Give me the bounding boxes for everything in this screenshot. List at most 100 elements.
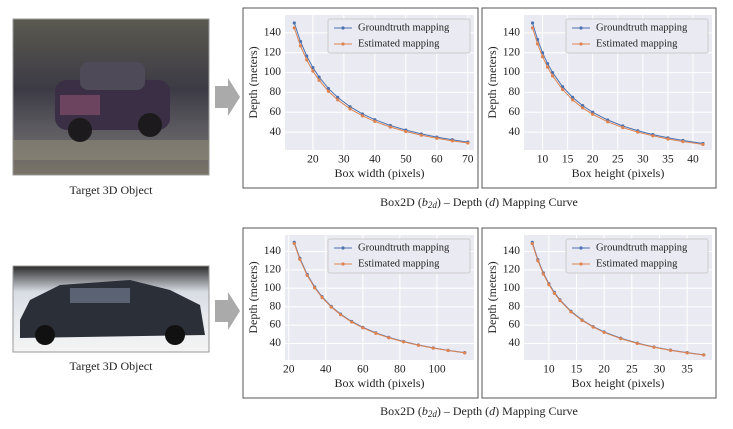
caption-part: 2d	[428, 200, 438, 210]
data-point	[466, 141, 470, 145]
data-point	[416, 343, 421, 347]
y-tick-label: 60	[509, 319, 521, 331]
caption-part: ) – Depth (	[437, 195, 489, 209]
y-axis-label: Depth (meters)	[246, 46, 260, 118]
x-tick-label: 50	[400, 154, 412, 166]
data-point	[540, 55, 545, 59]
legend-box	[327, 18, 471, 54]
y-tick-label: 60	[270, 106, 282, 118]
legend-marker	[341, 262, 345, 266]
x-tick-label: 20	[598, 364, 610, 376]
data-point	[298, 257, 302, 261]
y-tick-label: 100	[503, 282, 521, 294]
x-tick-label: 80	[394, 364, 406, 376]
x-tick-label: 35	[662, 154, 674, 166]
y-tick-label: 140	[264, 27, 282, 39]
y-tick-label: 80	[509, 300, 521, 312]
data-point	[450, 139, 454, 143]
data-point	[685, 351, 689, 355]
legend-box	[327, 238, 471, 274]
data-point	[313, 286, 317, 290]
data-point	[326, 86, 330, 91]
data-point	[305, 273, 309, 278]
data-point	[298, 44, 303, 48]
data-point	[419, 133, 423, 137]
x-axis-label: Box width (pixels)	[335, 376, 425, 390]
y-tick-label: 60	[270, 319, 282, 331]
caption-part: Box2D (	[380, 404, 422, 418]
legend-label: Estimated mapping	[596, 38, 678, 49]
data-point	[581, 104, 585, 108]
x-tick-label: 40	[320, 364, 332, 376]
y-tick-label: 120	[264, 264, 282, 276]
legend-box	[565, 238, 709, 274]
x-tick-label: 40	[687, 154, 699, 166]
data-point	[545, 65, 550, 69]
y-tick-label: 120	[503, 46, 521, 58]
data-point	[336, 95, 340, 99]
x-tick-label: 30	[637, 154, 649, 166]
data-point	[571, 98, 575, 102]
caption-part: b	[422, 195, 428, 209]
data-point	[561, 87, 565, 92]
data-point	[336, 98, 340, 102]
series-line	[293, 22, 468, 143]
data-point	[373, 119, 377, 124]
series-line	[532, 22, 704, 144]
x-axis-label: Box height (pixels)	[572, 376, 665, 390]
data-point	[361, 326, 365, 330]
data-point	[571, 95, 575, 99]
y-tick-label: 140	[503, 245, 521, 257]
data-point	[350, 320, 354, 324]
data-point	[547, 283, 551, 287]
y-axis-label: Depth (meters)	[246, 261, 260, 333]
data-point	[329, 305, 333, 309]
legend-marker	[579, 42, 583, 46]
legend-marker	[341, 26, 345, 30]
data-point	[292, 241, 296, 246]
legend-marker	[341, 246, 345, 250]
data-point	[374, 331, 378, 335]
y-tick-label: 40	[509, 337, 521, 349]
x-tick-label: 20	[587, 154, 599, 166]
y-tick-label: 80	[270, 86, 282, 98]
data-point	[580, 318, 584, 323]
caption-part: ) Mapping Curve	[495, 195, 578, 209]
y-tick-label: 120	[503, 264, 521, 276]
caption: Box2D (b2d) – Depth (d) Mapping Curve	[380, 404, 578, 419]
legend-marker	[341, 42, 345, 46]
caption-part: ) – Depth (	[437, 404, 489, 418]
x-tick-label: 70	[462, 154, 474, 166]
data-point	[561, 85, 565, 89]
caption-part: Box2D (	[380, 195, 422, 209]
caption-part: d	[489, 195, 496, 209]
data-point	[360, 114, 365, 118]
y-tick-label: 40	[270, 337, 282, 349]
data-point	[581, 106, 585, 110]
data-point	[552, 291, 557, 295]
data-point	[530, 242, 534, 246]
y-tick-label: 40	[270, 126, 282, 138]
data-point	[317, 75, 321, 79]
data-point	[401, 340, 406, 344]
x-tick-label: 30	[654, 364, 666, 376]
x-tick-label: 20	[283, 364, 295, 376]
y-axis-label: Depth (meters)	[485, 261, 499, 333]
data-point	[404, 129, 408, 134]
data-point	[701, 142, 705, 147]
x-axis-label: Box width (pixels)	[335, 166, 425, 180]
data-point	[320, 295, 324, 300]
x-tick-label: 60	[431, 154, 443, 166]
data-point	[619, 337, 623, 341]
data-point	[668, 348, 673, 352]
legend-marker	[579, 26, 583, 30]
data-point	[569, 310, 573, 314]
legend-label: Groundtruth mapping	[358, 242, 450, 253]
x-axis-label: Box height (pixels)	[572, 166, 665, 180]
caption-part: b	[422, 404, 428, 418]
data-point	[666, 137, 670, 141]
legend-label: Estimated mapping	[358, 38, 440, 49]
y-tick-label: 40	[509, 126, 521, 138]
data-point	[635, 341, 639, 346]
